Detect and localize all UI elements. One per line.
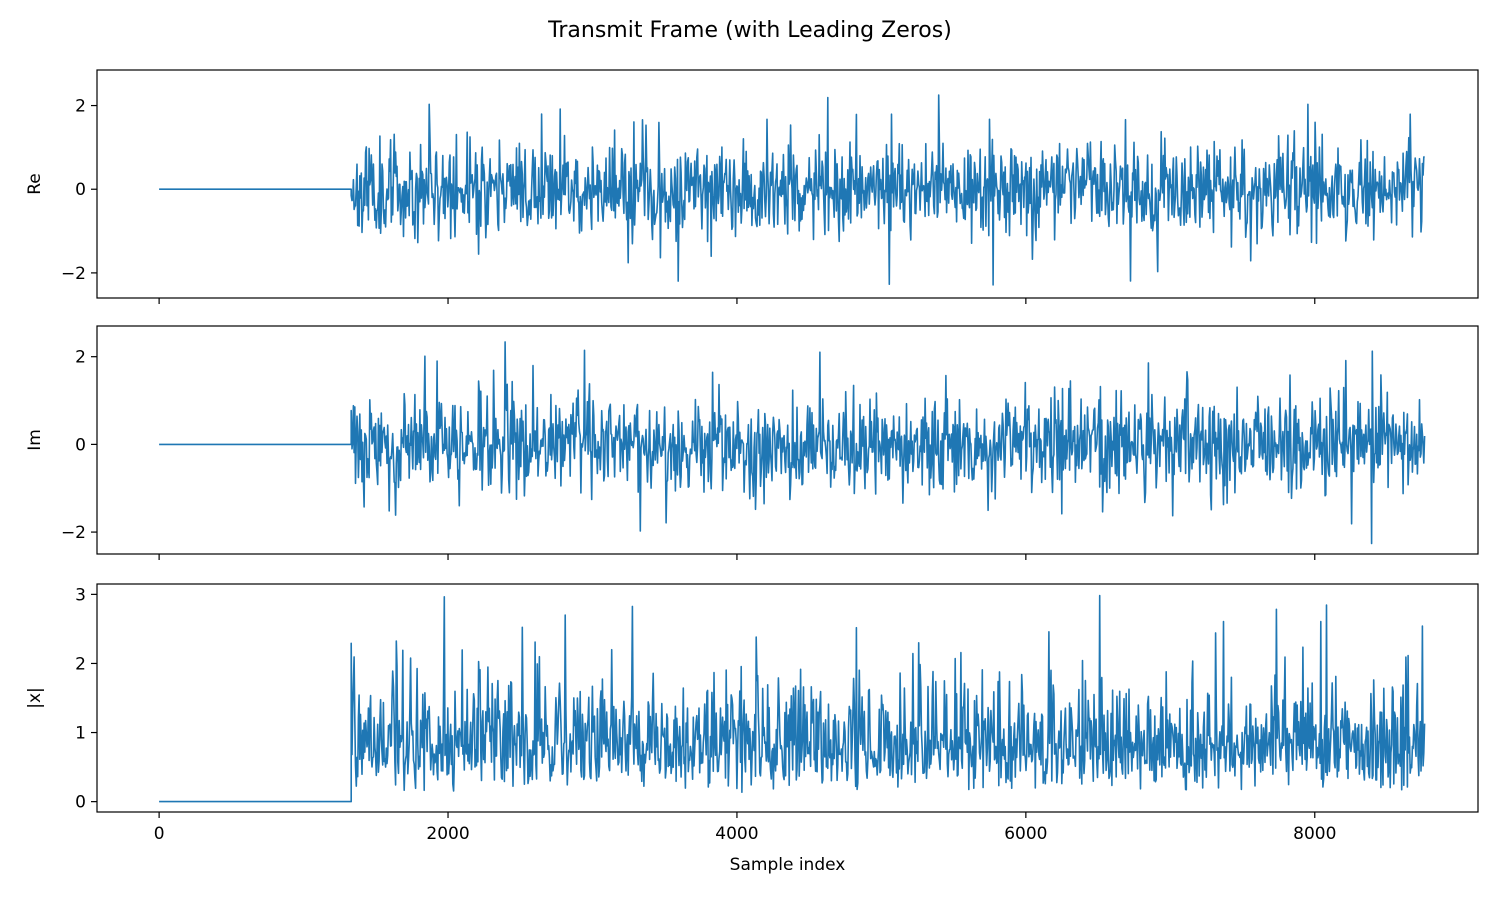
series-line [159, 594, 1426, 803]
axes-frame [96, 583, 1479, 813]
figure-title: Transmit Frame (with Leading Zeros) [547, 18, 952, 43]
y-axis-label: |x| [25, 687, 45, 709]
x-tick-label: 8000 [1293, 824, 1336, 844]
axes-frame [96, 69, 1479, 299]
y-tick-label: 2 [75, 348, 86, 368]
y-tick-label: −2 [61, 523, 86, 543]
y-tick-label: 0 [75, 435, 86, 455]
y-tick-label: −2 [61, 264, 86, 284]
y-tick-label: 0 [75, 180, 86, 200]
subplot-real: −2 0 2 Re [25, 69, 1479, 304]
y-axis-label: Re [25, 173, 45, 195]
series-line [159, 341, 1426, 545]
y-tick-label: 1 [75, 724, 86, 744]
axes-frame [96, 325, 1479, 555]
y-tick-label: 0 [75, 793, 86, 813]
x-tick-label: 2000 [426, 824, 469, 844]
y-tick-label: 3 [75, 585, 86, 605]
subplot-imag: −2 0 2 Im [25, 325, 1479, 560]
y-tick-label: 2 [75, 97, 86, 117]
subplot-magnitude: 0 1 2 3 0 2000 4000 6000 8000 |x| Sample index [25, 583, 1479, 875]
x-tick-label: 6000 [1004, 824, 1047, 844]
x-tick-label: 4000 [715, 824, 758, 844]
x-axis-label: Sample index [730, 855, 846, 875]
y-tick-label: 2 [75, 654, 86, 674]
series-line [159, 94, 1426, 286]
x-tick-label: 0 [154, 824, 165, 844]
y-axis-label: Im [25, 429, 45, 451]
